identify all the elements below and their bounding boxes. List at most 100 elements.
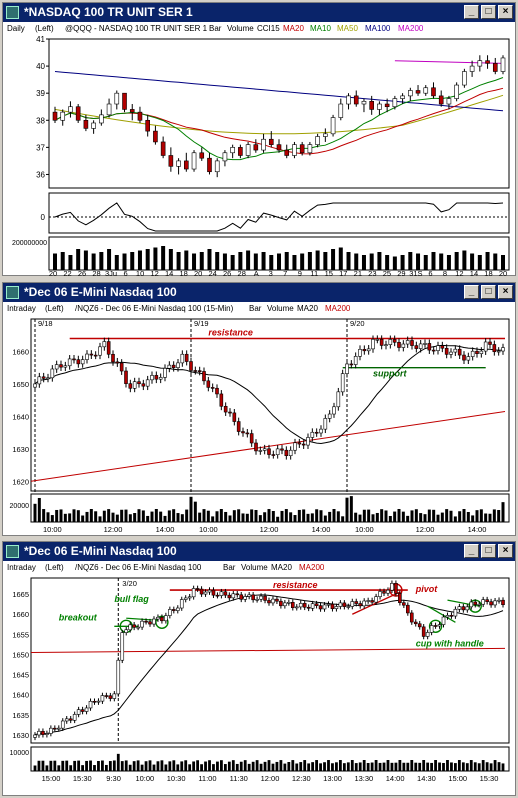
- volume-bar: [449, 510, 453, 522]
- volume-bar: [89, 760, 92, 771]
- volume-bar: [279, 760, 283, 771]
- y-tick-label: 1655: [12, 630, 29, 639]
- volume-bar: [167, 510, 171, 522]
- close-icon[interactable]: ×: [498, 5, 513, 19]
- volume-bar: [215, 252, 220, 270]
- intraday-5min-chart[interactable]: 1665 1660 1655 1650 1645 1640 1635 1630 3/20 resi…: [3, 575, 515, 795]
- ma200-label: MA200: [325, 304, 351, 313]
- price-bar: [89, 353, 94, 356]
- price-bar: [72, 358, 76, 361]
- volume-bar: [497, 510, 501, 522]
- price-bar: [366, 600, 370, 602]
- price-bar: [497, 599, 501, 602]
- volume-bar: [465, 763, 469, 771]
- x-tick-label: 26: [78, 269, 86, 276]
- price-bar: [449, 615, 454, 617]
- volume-bar: [284, 509, 288, 522]
- price-bar: [298, 603, 303, 608]
- close-icon[interactable]: ×: [498, 285, 513, 299]
- maximize-icon[interactable]: □: [481, 5, 496, 19]
- intraday-15min-chart[interactable]: 1660 1650 1640 1630 1620 9/18 9/19 9/20 resistan…: [3, 316, 515, 536]
- window-titlebar[interactable]: *Dec 06 E-Mini Nasdaq 100 _ □ ×: [3, 542, 515, 561]
- volume-tick-label: 10000: [10, 750, 30, 757]
- volume-bar: [485, 762, 489, 771]
- volume-bar: [377, 252, 382, 270]
- price-bar: [415, 90, 421, 94]
- price-bar: [345, 363, 349, 374]
- price-bar: [52, 111, 58, 121]
- volume-bar: [91, 253, 96, 270]
- price-bar: [214, 160, 220, 173]
- minimize-icon[interactable]: _: [464, 5, 479, 19]
- volume-bar: [176, 252, 181, 270]
- price-bar: [189, 361, 193, 371]
- volume-bar: [342, 763, 346, 771]
- volume-bar: [390, 762, 394, 771]
- minimize-icon[interactable]: _: [464, 285, 479, 299]
- price-bar: [80, 359, 85, 365]
- price-bar: [276, 144, 282, 151]
- window-titlebar[interactable]: *NASDAQ 100 TR UNIT SER 1 _ □ ×: [3, 3, 515, 22]
- bar-label: Bar: [223, 563, 236, 572]
- price-bar: [493, 600, 497, 606]
- volume-bar: [336, 511, 340, 522]
- cup-rim-line: [427, 605, 456, 623]
- price-bar: [323, 418, 328, 430]
- price-bar: [68, 106, 73, 113]
- price-bar: [60, 720, 65, 729]
- volume-bar: [400, 255, 405, 270]
- price-bar: [457, 606, 462, 610]
- volume-label: Volume: [267, 304, 294, 313]
- volume-bar: [42, 509, 46, 522]
- volume-bar: [375, 512, 379, 522]
- price-bar: [302, 603, 307, 608]
- ma200-label: MA200: [398, 24, 424, 33]
- price-bar: [392, 98, 398, 108]
- window-titlebar[interactable]: *Dec 06 E-Mini Nasdaq 100 _ □ ×: [3, 283, 515, 302]
- volume-bar: [148, 760, 152, 771]
- volume-bar: [192, 761, 196, 771]
- price-bar: [119, 362, 124, 372]
- volume-bar: [59, 509, 63, 522]
- price-bar: [485, 599, 489, 602]
- price-bar: [378, 591, 382, 597]
- price-bar: [342, 602, 347, 607]
- price-bar: [88, 700, 93, 709]
- price-bar: [314, 603, 319, 606]
- volume-bar: [319, 763, 322, 771]
- minimize-icon[interactable]: _: [464, 544, 479, 558]
- price-bar: [45, 733, 49, 735]
- volume-bar: [350, 760, 354, 771]
- volume-bar: [261, 252, 266, 270]
- volume-bar: [98, 516, 102, 522]
- support-annotation: support: [373, 369, 407, 379]
- price-bar: [243, 596, 248, 600]
- price-bar: [284, 449, 289, 457]
- volume-bar: [458, 511, 462, 522]
- price-bar: [247, 594, 251, 597]
- volume-bar: [280, 510, 284, 522]
- price-bar: [76, 709, 81, 715]
- volume-bar: [277, 253, 281, 270]
- volume-tick-label: 200000000: [12, 240, 47, 247]
- volume-bar: [419, 513, 423, 522]
- price-bar: [392, 339, 397, 343]
- chart-app-icon: [6, 286, 19, 299]
- volume-bar: [501, 255, 505, 270]
- volume-bar: [255, 760, 259, 771]
- close-icon[interactable]: ×: [498, 544, 513, 558]
- volume-bar: [501, 763, 505, 771]
- price-bar: [163, 368, 167, 378]
- volume-bar: [418, 762, 422, 771]
- price-bar: [409, 612, 414, 623]
- price-bar: [245, 432, 250, 435]
- maximize-icon[interactable]: □: [481, 544, 496, 558]
- price-bar: [405, 340, 410, 345]
- maximize-icon[interactable]: □: [481, 285, 496, 299]
- price-bar: [322, 604, 327, 610]
- volume-bar: [310, 513, 314, 522]
- y-tick-label: 1650: [12, 380, 29, 389]
- price-bar: [111, 353, 115, 363]
- price-bar: [353, 356, 358, 365]
